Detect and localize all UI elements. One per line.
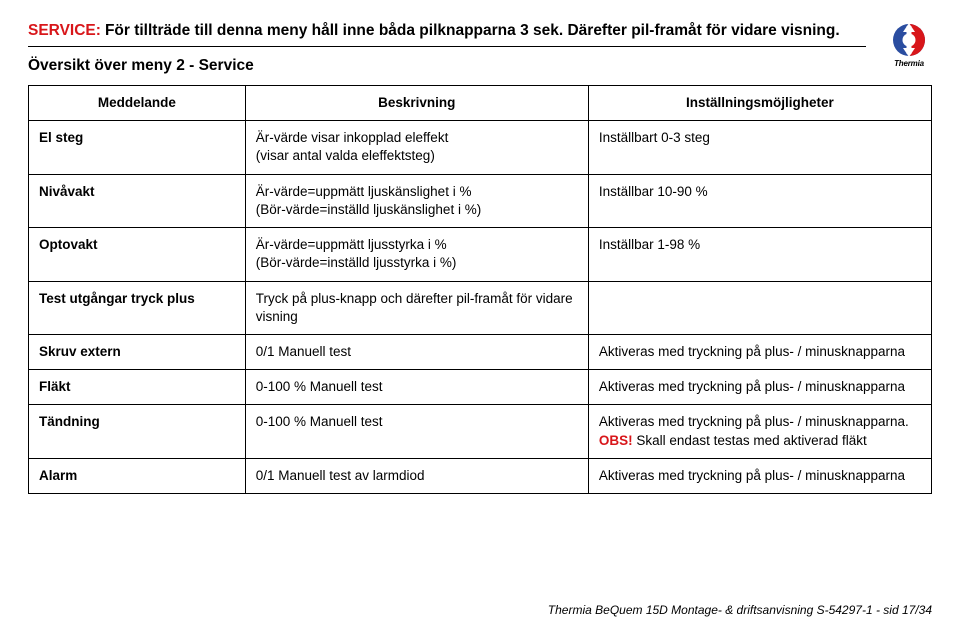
logo-label: Thermia xyxy=(886,59,932,68)
cell-meddelande: Tändning xyxy=(29,405,246,458)
service-label: SERVICE: xyxy=(28,22,101,40)
table-row: Skruv extern 0/1 Manuell test Aktiveras … xyxy=(29,334,932,369)
cell-beskrivning: Är-värde=uppmätt ljuskänslighet i % (Bör… xyxy=(245,174,588,227)
page-footer: Thermia BeQuem 15D Montage- & driftsanvi… xyxy=(548,603,932,617)
cell-beskrivning: 0/1 Manuell test av larmdiod xyxy=(245,458,588,493)
cell-beskrivning: Tryck på plus-knapp och därefter pil-fra… xyxy=(245,281,588,334)
cell-installning: Inställbar 1-98 % xyxy=(588,228,931,281)
cell-meddelande: Fläkt xyxy=(29,370,246,405)
table-row: Nivåvakt Är-värde=uppmätt ljuskänslighet… xyxy=(29,174,932,227)
cell-installning: Inställbar 10-90 % xyxy=(588,174,931,227)
cell-meddelande: Nivåvakt xyxy=(29,174,246,227)
cell-meddelande: Alarm xyxy=(29,458,246,493)
cell-beskrivning: Är-värde visar inkopplad eleffekt (visar… xyxy=(245,121,588,174)
cell-beskrivning: 0-100 % Manuell test xyxy=(245,370,588,405)
service-instruction: För tillträde till denna meny håll inne … xyxy=(105,22,840,40)
cell-meddelande: Skruv extern xyxy=(29,334,246,369)
table-row: El steg Är-värde visar inkopplad eleffek… xyxy=(29,121,932,174)
col-meddelande: Meddelande xyxy=(29,86,246,121)
table-row: Fläkt 0-100 % Manuell test Aktiveras med… xyxy=(29,370,932,405)
cell-beskrivning: 0/1 Manuell test xyxy=(245,334,588,369)
cell-meddelande: Test utgångar tryck plus xyxy=(29,281,246,334)
cell-meddelande: El steg xyxy=(29,121,246,174)
header-text-block: SERVICE: För tillträde till denna meny h… xyxy=(28,22,866,75)
logo-icon xyxy=(886,22,932,58)
cell-beskrivning: Är-värde=uppmätt ljusstyrka i % (Bör-vär… xyxy=(245,228,588,281)
cell-installning: Inställbart 0-3 steg xyxy=(588,121,931,174)
cell-installning: Aktiveras med tryckning på plus- / minus… xyxy=(588,370,931,405)
table-row: Tändning 0-100 % Manuell test Aktiveras … xyxy=(29,405,932,458)
thermia-logo: Thermia xyxy=(886,22,932,68)
table-row: Optovakt Är-värde=uppmätt ljusstyrka i %… xyxy=(29,228,932,281)
table-header-row: Meddelande Beskrivning Inställningsmöjli… xyxy=(29,86,932,121)
cell-installning: Aktiveras med tryckning på plus- / minus… xyxy=(588,334,931,369)
col-installningsmojligheter: Inställningsmöjligheter xyxy=(588,86,931,121)
page-root: SERVICE: För tillträde till denna meny h… xyxy=(0,0,960,504)
cell-installning: Aktiveras med tryckning på plus- / minus… xyxy=(588,405,931,458)
cell-installning: Aktiveras med tryckning på plus- / minus… xyxy=(588,458,931,493)
service-line: SERVICE: För tillträde till denna meny h… xyxy=(28,22,866,47)
cell-installning xyxy=(588,281,931,334)
cell-meddelande: Optovakt xyxy=(29,228,246,281)
table-row: Test utgångar tryck plus Tryck på plus-k… xyxy=(29,281,932,334)
cell-beskrivning: 0-100 % Manuell test xyxy=(245,405,588,458)
page-subtitle: Översikt över meny 2 - Service xyxy=(28,57,866,75)
header: SERVICE: För tillträde till denna meny h… xyxy=(28,22,932,75)
obs-warning: OBS! xyxy=(599,433,633,448)
table-row: Alarm 0/1 Manuell test av larmdiod Aktiv… xyxy=(29,458,932,493)
service-menu-table: Meddelande Beskrivning Inställningsmöjli… xyxy=(28,85,932,494)
col-beskrivning: Beskrivning xyxy=(245,86,588,121)
